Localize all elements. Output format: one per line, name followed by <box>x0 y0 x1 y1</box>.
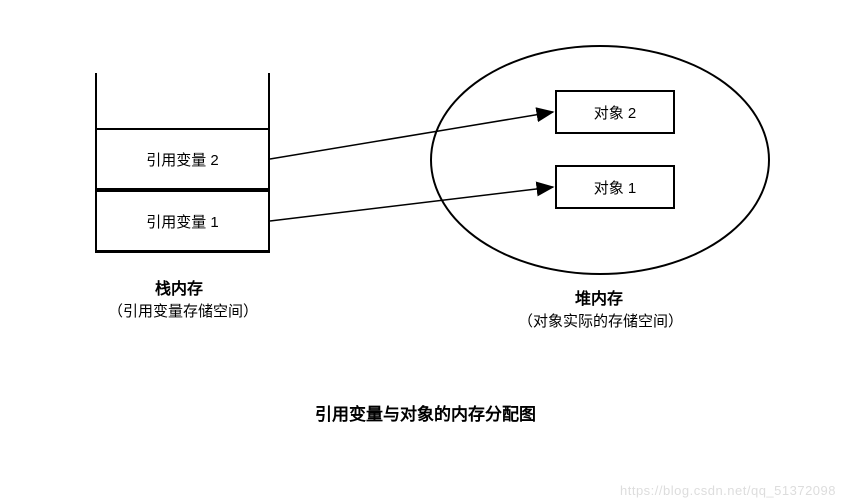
heap-ellipse <box>430 45 770 275</box>
stack-subtitle: （引用变量存储空间） <box>108 300 258 321</box>
stack-cell-ref1: 引用变量 1 <box>95 190 270 252</box>
diagram-canvas: 引用变量 2 引用变量 1 栈内存 （引用变量存储空间） 对象 2 对象 1 堆… <box>0 0 859 501</box>
stack-cell-ref2: 引用变量 2 <box>95 128 270 190</box>
heap-box-label: 对象 1 <box>594 177 637 198</box>
diagram-caption: 引用变量与对象的内存分配图 <box>315 400 536 425</box>
heap-title: 堆内存 <box>575 285 623 309</box>
heap-box-obj1: 对象 1 <box>555 165 675 209</box>
watermark-text: https://blog.csdn.net/qq_51372098 <box>620 483 836 498</box>
stack-cell-label: 引用变量 2 <box>146 149 219 170</box>
stack-cell-label: 引用变量 1 <box>146 211 219 232</box>
heap-box-label: 对象 2 <box>594 102 637 123</box>
stack-title: 栈内存 <box>155 275 203 299</box>
heap-subtitle: （对象实际的存储空间） <box>518 310 683 331</box>
heap-box-obj2: 对象 2 <box>555 90 675 134</box>
